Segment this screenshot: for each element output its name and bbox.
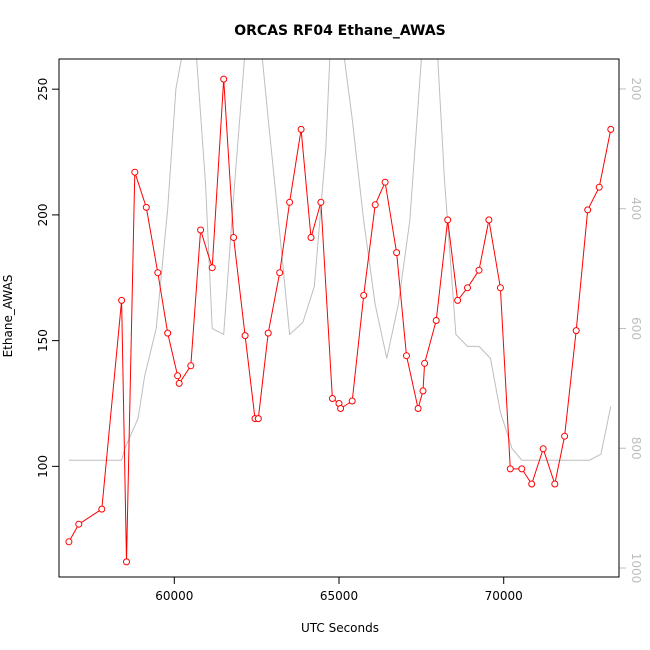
ethane-data-point <box>485 216 493 224</box>
ethane-data-point <box>360 291 368 299</box>
axes: 60000 65000 70000 100 150 200 250 200 400 600 800 1… <box>36 77 643 603</box>
ethane-data-point <box>174 372 182 380</box>
ethane-data-point <box>337 405 345 412</box>
ethane-data-point <box>241 332 249 340</box>
x-axis-label: UTC Seconds <box>301 621 379 635</box>
secondary-series-layer <box>68 59 612 461</box>
x-tick-label: 60000 <box>155 589 193 603</box>
y2-tick-label: 1000 <box>629 553 643 584</box>
plot-frame <box>58 58 620 578</box>
secondary-series-line <box>68 59 612 461</box>
ethane-data-point <box>187 362 195 370</box>
ethane-data-point <box>131 168 139 176</box>
ethane-data-point <box>464 284 471 292</box>
ethane-data-point <box>528 480 536 488</box>
ethane-data-point <box>123 558 130 566</box>
y2-tick-label: 200 <box>629 77 643 100</box>
ethane-data-point <box>454 296 462 304</box>
ethane-data-point <box>264 329 272 337</box>
ethane-data-point <box>175 379 183 387</box>
ethane-series-layer <box>65 75 615 566</box>
ethane-data-point <box>98 505 106 513</box>
ethane-data-point <box>414 405 422 412</box>
ethane-data-point <box>142 203 150 211</box>
ethane-data-point <box>419 387 427 395</box>
ethane-data-point <box>393 249 401 257</box>
y-tick-label: 250 <box>36 78 50 101</box>
y2-tick-label: 400 <box>629 197 643 220</box>
y-axis-label: Ethane_AWAS <box>1 275 15 358</box>
ethane-data-point <box>518 465 526 473</box>
ethane-data-point <box>254 415 262 423</box>
ethane-data-point <box>348 397 356 405</box>
ethane-data-point <box>328 395 336 402</box>
ethane-data-point <box>164 329 172 337</box>
ethane-data-point <box>403 352 410 360</box>
ethane-data-point <box>154 269 162 277</box>
x-tick-label: 70000 <box>485 589 523 603</box>
chart-title: ORCAS RF04 Ethane_AWAS <box>234 23 446 39</box>
y-tick-label: 150 <box>36 329 50 352</box>
ethane-data-point <box>230 234 238 241</box>
ethane-data-point <box>432 317 440 324</box>
ethane-data-point <box>421 359 429 367</box>
ethane-data-point <box>297 125 305 133</box>
ethane-data-point <box>475 266 483 274</box>
ethane-data-point <box>595 183 603 191</box>
ethane-data-point <box>444 216 452 224</box>
y-tick-label: 200 <box>36 203 50 226</box>
ethane-data-point <box>584 206 592 214</box>
ethane-data-point <box>276 269 284 277</box>
ethane-data-point <box>381 178 389 186</box>
y2-tick-label: 600 <box>629 317 643 340</box>
ethane-data-point <box>118 296 126 304</box>
ethane-data-point <box>572 327 580 335</box>
y-tick-label: 100 <box>36 455 50 478</box>
ethane-data-point <box>307 234 315 241</box>
y2-tick-label: 800 <box>629 437 643 460</box>
ethane-data-point <box>65 538 73 546</box>
ethane-data-point <box>506 465 514 473</box>
x-tick-label: 65000 <box>320 589 358 603</box>
ethane-data-point <box>317 198 325 206</box>
ethane-data-point <box>197 226 205 234</box>
ethane-data-point <box>607 125 615 133</box>
ethane-series-line <box>68 79 612 562</box>
ethane-data-point <box>208 264 216 272</box>
ethane-data-point <box>371 201 379 209</box>
ethane-data-point <box>496 284 504 292</box>
ethane-data-point <box>551 480 559 488</box>
ethane-data-point <box>286 198 294 206</box>
ethane-data-point <box>220 75 228 83</box>
ethane-data-point <box>561 432 569 440</box>
ethane-data-point <box>539 445 547 453</box>
ethane-data-point <box>75 520 83 528</box>
